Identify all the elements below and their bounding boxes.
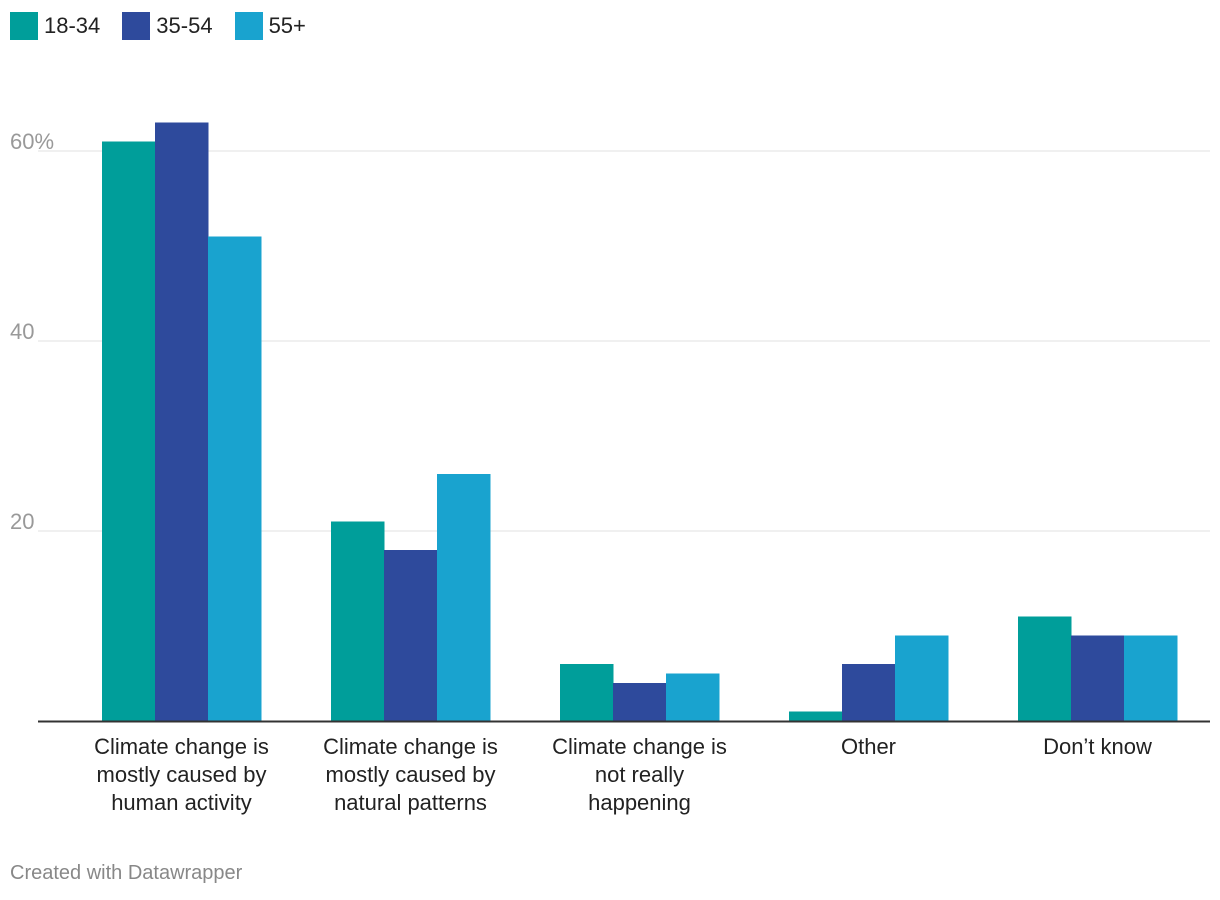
- y-tick-label-20: 20: [10, 509, 34, 534]
- bar-18-34-cat4: [1018, 616, 1072, 721]
- bar-55+-cat3: [895, 635, 949, 721]
- bar-35-54-cat0: [155, 122, 209, 721]
- y-tick-label-60: 60%: [10, 129, 54, 154]
- x-category-label-4: Don’t know: [1043, 734, 1152, 759]
- bar-18-34-cat2: [560, 664, 614, 721]
- bar-35-54-cat3: [842, 664, 896, 721]
- bar-55+-cat0: [208, 236, 262, 721]
- x-category-label-1: Climate change is mostly caused by natural…: [323, 734, 498, 815]
- bar-18-34-cat0: [102, 141, 156, 721]
- x-category-label-2: Climate change is not really happening: [552, 734, 727, 815]
- bar-35-54-cat2: [613, 683, 667, 721]
- legend-item-35-54: 35-54: [122, 12, 213, 40]
- legend-swatch-55-plus: [234, 12, 263, 40]
- legend: 18-34 35-54 55+: [10, 12, 328, 40]
- bar-18-34-cat1: [331, 521, 385, 721]
- bar-55+-cat2: [666, 673, 720, 721]
- legend-swatch-18-34: [10, 12, 38, 40]
- x-category-label-3: Other: [841, 734, 896, 759]
- bar-35-54-cat1: [384, 550, 438, 721]
- legend-swatch-35-54: [122, 12, 151, 40]
- legend-item-55-plus: 55+: [234, 12, 306, 40]
- bar-55+-cat4: [1124, 635, 1178, 721]
- y-tick-label-40: 40: [10, 319, 34, 344]
- legend-item-18-34: 18-34: [10, 12, 100, 40]
- legend-label-35-54: 35-54: [156, 13, 213, 38]
- credit-text: Created with Datawrapper: [10, 862, 243, 884]
- bar-55+-cat1: [437, 474, 491, 721]
- legend-label-55-plus: 55+: [268, 13, 306, 38]
- x-category-label-0: Climate change is mostly caused by human a…: [94, 734, 269, 815]
- legend-label-18-34: 18-34: [44, 13, 101, 38]
- bar-35-54-cat4: [1071, 635, 1125, 721]
- bar-18-34-cat3: [789, 711, 843, 721]
